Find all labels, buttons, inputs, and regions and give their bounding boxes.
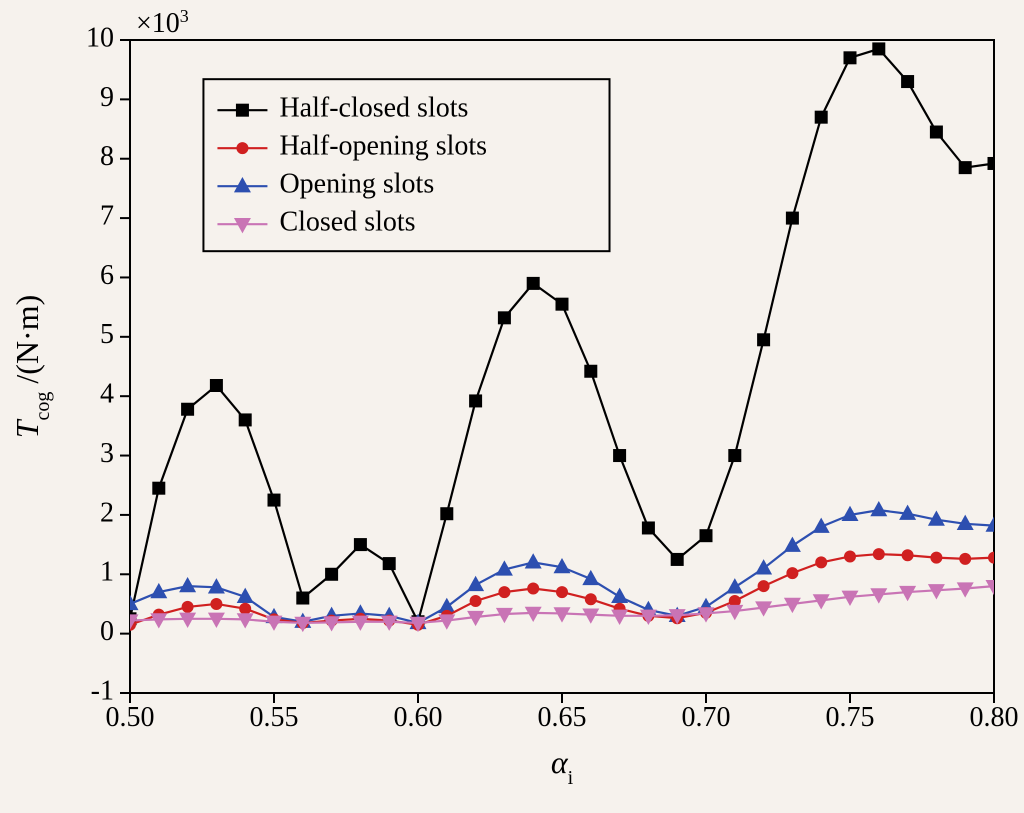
y-tick-label: 0 [100, 616, 114, 647]
y-tick-label: 8 [100, 141, 114, 172]
x-tick-label: 0.70 [682, 702, 731, 733]
x-tick-label: 0.50 [106, 702, 155, 733]
legend-label: Half-closed slots [279, 93, 468, 124]
y-tick-label: 5 [100, 319, 114, 350]
y-tick-label: 2 [100, 497, 114, 528]
legend-label: Closed slots [279, 207, 415, 238]
legend-label: Opening slots [279, 169, 434, 200]
x-tick-label: 0.65 [538, 702, 587, 733]
x-tick-label: 0.80 [970, 702, 1019, 733]
x-tick-label: 0.75 [826, 702, 875, 733]
cogging-torque-chart: -10123456789100.500.550.600.650.700.750.… [0, 0, 1024, 813]
y-tick-label: 4 [100, 379, 114, 410]
y-tick-label: 3 [100, 438, 114, 469]
y-tick-label: 10 [86, 22, 114, 53]
y-tick-label: 9 [100, 82, 114, 113]
y-tick-label: 7 [100, 201, 114, 232]
legend-label: Half-opening slots [279, 131, 487, 162]
legend: Half-closed slots Half-opening slots Openi… [203, 79, 609, 251]
x-tick-label: 0.60 [394, 702, 443, 733]
y-tick-label: 1 [100, 557, 114, 588]
y-tick-label: 6 [100, 260, 114, 291]
x-tick-label: 0.55 [250, 702, 299, 733]
